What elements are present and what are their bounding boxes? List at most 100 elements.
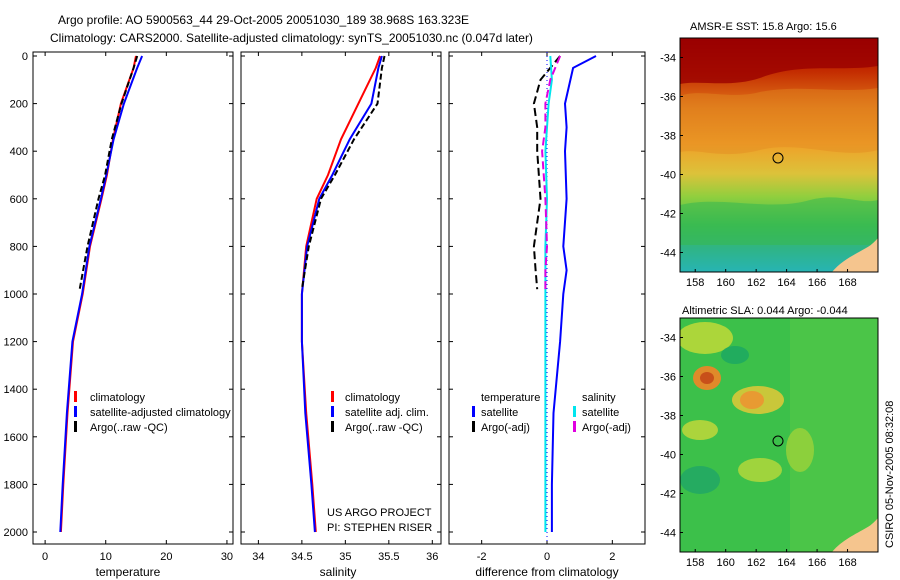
- y-tick-label: 400: [10, 146, 28, 158]
- sla-orange-eddy: [740, 391, 764, 409]
- temperature-axes: [32, 51, 234, 545]
- map-y-tick-label: -40: [660, 170, 676, 182]
- map-x-tick-label: 164: [777, 557, 795, 569]
- y-tick-label: 1200: [4, 337, 28, 349]
- map-x-tick-label: 158: [686, 557, 704, 569]
- legend-swatch-temp-argo: [472, 421, 475, 432]
- legend-swatch-temp-satellite: [472, 406, 475, 417]
- side-label: CSIRO 05-Nov-2005 08:32:08: [884, 401, 896, 548]
- legend-label-climatology: climatology: [90, 392, 146, 404]
- x-tick-label: 30: [221, 551, 233, 563]
- map-x-tick-label: 166: [808, 557, 826, 569]
- y-tick-label: 800: [10, 241, 28, 253]
- legend-swatch-argo: [331, 421, 334, 432]
- legend-label-temp-satellite: satellite: [481, 407, 518, 419]
- y-tick-label: 600: [10, 194, 28, 206]
- legend-label-climatology: climatology: [345, 392, 401, 404]
- sla-argo-marker: [772, 435, 784, 447]
- map-x-tick-label: 168: [838, 277, 856, 289]
- y-tick-label: 2000: [4, 527, 28, 539]
- sla-yellow-patch: [680, 322, 733, 354]
- map-y-tick-label: -38: [660, 411, 676, 423]
- legend-label-sal-satellite: satellite: [582, 407, 619, 419]
- salinity-legend: climatology satellite adj. clim. Argo(..…: [331, 391, 429, 434]
- legend-swatch-argo: [74, 421, 77, 432]
- sst-green-band: [680, 197, 878, 245]
- series-line: [59, 55, 144, 533]
- x-tick-label: 20: [160, 551, 172, 563]
- series-line: [59, 55, 137, 533]
- legend-label-temp-argo: Argo(-adj): [481, 422, 530, 434]
- map-x-tick-label: 162: [747, 557, 765, 569]
- sla-land: [832, 518, 878, 552]
- credit-line2: PI: STEPHEN RISER: [327, 522, 432, 534]
- legend-swatch-sal-satellite: [573, 406, 576, 417]
- x-tick-label: 0: [42, 551, 48, 563]
- legend-swatch-sal-argo: [573, 421, 576, 432]
- legend-header-salinity: salinity: [582, 392, 616, 404]
- x-tick-label: 2: [609, 551, 615, 563]
- x-tick-label: -2: [477, 551, 487, 563]
- y-tick-label: 1600: [4, 432, 28, 444]
- y-tick-label: 0: [22, 51, 28, 63]
- map-x-tick-label: 162: [747, 277, 765, 289]
- sla-map-ticks: 158 160 162 164 166 168 -34 -36 -38 -40 -42 -44: [660, 333, 857, 570]
- temperature-xlabel: temperature: [96, 565, 161, 579]
- sst-map-ticks: 158 160 162 164 166 168 -34 -36 -38 -40 -42 -44: [660, 53, 857, 290]
- map-y-tick-label: -36: [660, 92, 676, 104]
- legend-label-satellite: satellite adj. clim.: [345, 407, 429, 419]
- y-tick-label: 1000: [4, 289, 28, 301]
- x-tick-label: 34: [252, 551, 264, 563]
- x-tick-label: 36: [426, 551, 438, 563]
- y-tick-label: 1400: [4, 384, 28, 396]
- x-tick-label: 35: [339, 551, 351, 563]
- legend-swatch-climatology: [331, 391, 334, 402]
- temperature-legend: climatology satellite-adjusted climatolo…: [74, 391, 231, 434]
- map-y-tick-label: -44: [660, 528, 676, 540]
- series-line: [300, 55, 386, 290]
- salinity-series: [300, 55, 386, 533]
- map-x-tick-label: 158: [686, 277, 704, 289]
- sla-orange-core: [700, 372, 714, 384]
- series-line: [532, 55, 561, 290]
- map-y-tick-label: -34: [660, 53, 676, 65]
- legend-swatch-satellite: [331, 406, 334, 417]
- map-x-tick-label: 164: [777, 277, 795, 289]
- map-y-tick-label: -42: [660, 489, 676, 501]
- sst-orange-patch: [680, 88, 878, 155]
- sla-yellow-patch: [738, 458, 782, 482]
- x-tick-label: 10: [100, 551, 112, 563]
- header-line1: Argo profile: AO 5900563_44 29-Oct-2005 …: [58, 13, 469, 27]
- map-y-tick-label: -36: [660, 372, 676, 384]
- map-y-tick-label: -34: [660, 333, 676, 345]
- sst-warm-band: [680, 38, 878, 84]
- y-tick-label: 200: [10, 99, 28, 111]
- series-line: [300, 55, 382, 533]
- x-tick-label: 0: [544, 551, 550, 563]
- credit-line1: US ARGO PROJECT: [327, 507, 432, 519]
- x-tick-label: 35.5: [378, 551, 399, 563]
- map-x-tick-label: 166: [808, 277, 826, 289]
- difference-series: [532, 52, 597, 544]
- sla-map: [680, 318, 878, 552]
- salinity-xlabel: salinity: [320, 565, 357, 579]
- difference-xlabel: difference from climatology: [475, 565, 618, 579]
- map-x-tick-label: 160: [717, 277, 735, 289]
- legend-label-sal-argo: Argo(-adj): [582, 422, 631, 434]
- sst-map: [680, 38, 878, 272]
- difference-legend: temperature salinity satellite Argo(-adj…: [472, 392, 631, 434]
- sla-map-frame: [679, 317, 879, 553]
- series-line: [78, 55, 139, 290]
- sla-map-title: Altimetric SLA: 0.044 Argo: -0.044: [682, 305, 848, 317]
- sst-argo-marker: [772, 152, 784, 164]
- axis-ticks: 0 10 20 30 34 34.5 35 35.5 36 -2 0 2020040060080010…: [4, 51, 645, 563]
- series-line: [550, 55, 597, 532]
- sst-land: [832, 238, 878, 272]
- map-x-tick-label: 160: [717, 557, 735, 569]
- sla-blue-eddy: [680, 466, 720, 494]
- sst-map-frame: [679, 37, 879, 273]
- sla-yellow-patch: [786, 428, 814, 472]
- x-tick-label: 34.5: [291, 551, 312, 563]
- map-y-tick-label: -44: [660, 248, 676, 260]
